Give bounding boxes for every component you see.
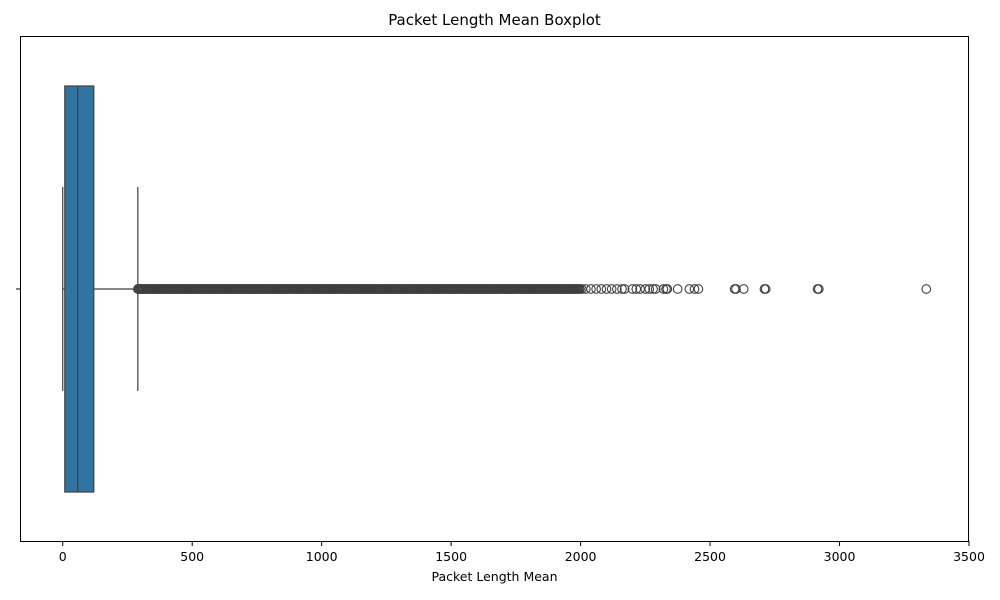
outlier-point (689, 284, 700, 294)
outlier-point (601, 284, 612, 294)
plot-area-frame (20, 36, 969, 542)
outlier-point (606, 284, 617, 294)
outlier-point (731, 284, 741, 294)
x-axis-label: Packet Length Mean (431, 569, 558, 584)
outlier-point (648, 284, 658, 294)
outlier-point (611, 284, 622, 294)
chart-title: Packet Length Mean Boxplot (388, 11, 601, 29)
x-tick-label: 500 (180, 549, 204, 564)
iqr-box (64, 85, 95, 493)
x-tick-label: 1500 (435, 549, 467, 564)
outlier-point (586, 284, 596, 294)
outlier-point (921, 284, 932, 294)
outlier-point (672, 284, 683, 294)
outlier-point (684, 284, 695, 294)
x-tick-label: 3000 (824, 549, 856, 564)
outlier-point (644, 284, 655, 294)
outlier-point (627, 284, 638, 294)
box-group (62, 85, 139, 493)
outlier-point (662, 284, 673, 294)
outlier-point (640, 284, 651, 294)
outlier-point (617, 284, 627, 294)
outlier-point (596, 284, 607, 294)
x-tick-label: 3500 (953, 549, 985, 564)
x-tick-label: 2000 (565, 549, 597, 564)
x-axis-ticks: 0 500 1000 1500 2000 2500 3000 3500 (59, 541, 985, 564)
outlier-point (813, 284, 824, 294)
x-tick-label: 2500 (694, 549, 726, 564)
outlier-point (658, 284, 669, 294)
outlier-point (591, 284, 601, 294)
outlier-point (619, 284, 630, 294)
outlier-point (580, 284, 591, 294)
outlier-point (760, 284, 771, 294)
outlier-group (132, 284, 932, 294)
outlier-point (738, 284, 749, 294)
outlier-point (650, 284, 661, 294)
outlier-point (693, 284, 704, 294)
x-tick-label: 0 (59, 549, 67, 564)
x-tick-label: 1000 (306, 549, 338, 564)
